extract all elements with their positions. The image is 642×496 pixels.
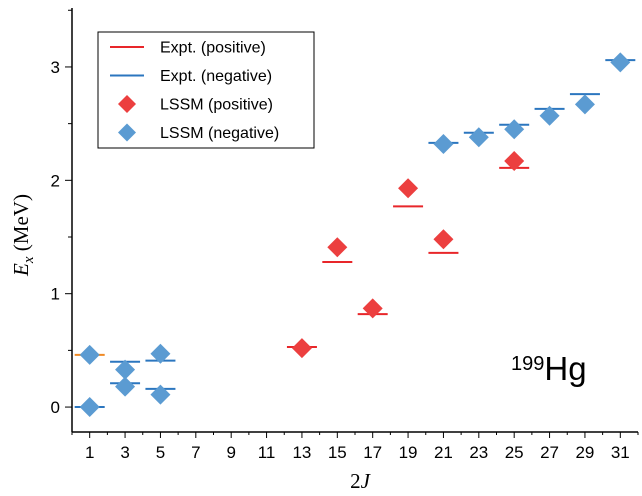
y-tick-label: 2: [51, 171, 60, 190]
lssm-negative-point: [79, 397, 100, 418]
lssm-positive-point: [362, 298, 383, 319]
lssm-negative-point: [115, 359, 136, 380]
x-tick-label: 9: [226, 443, 235, 462]
legend-lssm-negative-label: LSSM (negative): [160, 125, 279, 142]
y-axis-title: Ex (MeV): [9, 194, 37, 277]
lssm-positive-point: [504, 151, 525, 172]
legend-lssm-positive-swatch: [118, 95, 136, 113]
x-tick-label: 19: [399, 443, 418, 462]
x-tick-label: 27: [540, 443, 559, 462]
x-tick-label: 31: [611, 443, 630, 462]
legend: Expt. (positive) Expt. (negative) LSSM (po…: [97, 31, 315, 149]
chart-marks: [74, 52, 636, 418]
lssm-negative-point: [115, 376, 136, 397]
y-axis-title-sub: x: [21, 256, 37, 264]
element-symbol: Hg: [544, 350, 586, 387]
y-axis-title-unit: (MeV): [9, 194, 33, 256]
legend-expt-positive-label: Expt. (positive): [160, 40, 266, 57]
lssm-negative-point: [504, 119, 525, 140]
x-axis-title: 2J: [350, 469, 372, 493]
y-tick-label: 0: [51, 398, 60, 417]
lssm-negative-point: [433, 134, 454, 155]
x-tick-label: 29: [575, 443, 594, 462]
lssm-negative-point: [79, 344, 100, 365]
lssm-negative-point: [610, 52, 631, 73]
lssm-negative-point: [574, 94, 595, 115]
nucleus-annotation: 199Hg: [511, 350, 587, 387]
lssm-negative-point: [150, 384, 171, 405]
x-tick-label: 23: [469, 443, 488, 462]
lssm-positive-point: [291, 338, 312, 359]
y-axis-title-main: E: [9, 263, 33, 277]
lssm-negative-point: [468, 127, 489, 148]
legend-lssm-positive-label: LSSM (positive): [160, 97, 273, 114]
x-tick-label: 13: [292, 443, 311, 462]
x-tick-label: 25: [505, 443, 524, 462]
x-axis-title-italic: J: [361, 469, 372, 493]
x-tick-label: 1: [85, 443, 94, 462]
lssm-negative-point: [150, 343, 171, 364]
x-tick-label: 21: [434, 443, 453, 462]
legend-lssm-negative-swatch: [118, 123, 136, 142]
x-axis-title-main: 2: [350, 469, 361, 493]
lssm-negative-point: [539, 105, 560, 126]
lssm-positive-point: [327, 237, 348, 258]
legend-items: Expt. (positive) Expt. (negative) LSSM (po…: [110, 40, 279, 142]
x-tick-label: 5: [156, 443, 165, 462]
mass-number: 199: [511, 353, 544, 375]
lssm-positive-point: [433, 229, 454, 250]
x-tick-label: 17: [363, 443, 382, 462]
x-tick-label: 11: [258, 443, 276, 462]
x-tick-label: 7: [191, 443, 200, 462]
lssm-positive-point: [398, 178, 419, 199]
x-tick-label: 3: [120, 443, 129, 462]
legend-expt-negative-label: Expt. (negative): [160, 68, 272, 85]
legend-box: [97, 31, 315, 149]
x-tick-label: 15: [328, 443, 347, 462]
y-tick-label: 1: [51, 285, 60, 304]
y-tick-label: 3: [51, 58, 60, 77]
